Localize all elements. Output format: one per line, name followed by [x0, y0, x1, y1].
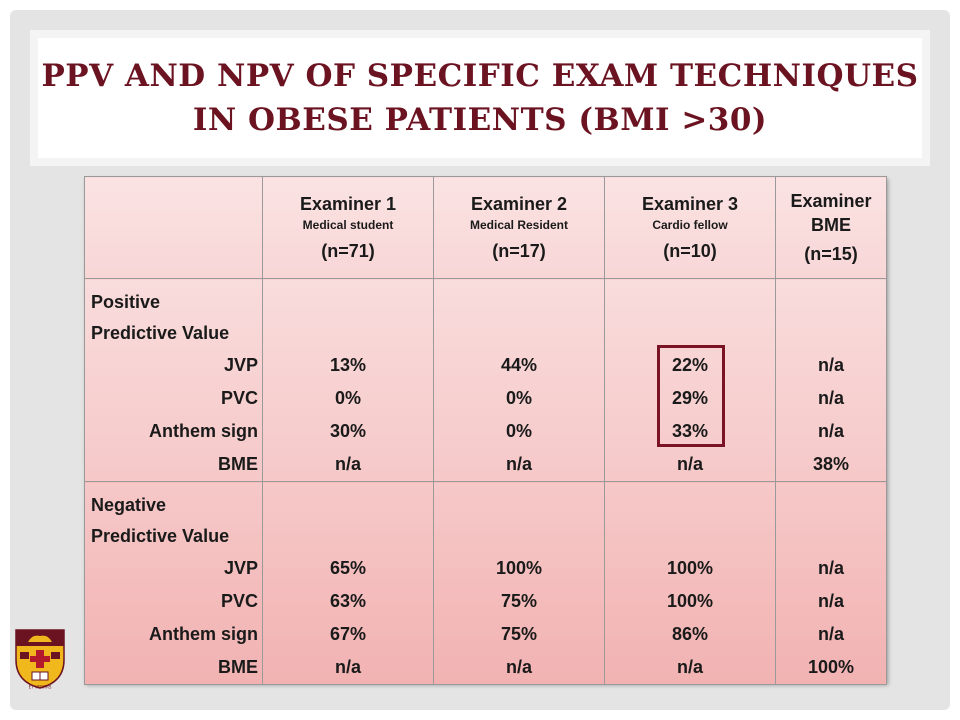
title-frame: PPV AND NPV OF SPECIFIC EXAM TECHNIQUES … [30, 30, 930, 166]
section-title: Predictive Value [91, 526, 230, 546]
examiner-sample-size: (n=10) [663, 240, 717, 261]
value-cell: n/a [505, 454, 532, 474]
npv-examiner-3-values: 100% 100% 86% n/a [604, 481, 776, 685]
examiner-name: Examiner BME [790, 190, 872, 235]
value-cell: 0% [505, 388, 532, 408]
examiner-sample-size: (n=71) [321, 240, 375, 261]
university-crest-icon: ET VERITAS [15, 629, 65, 690]
row-label-anthem-sign: Anthem sign [148, 421, 258, 441]
value-cell: n/a [676, 454, 703, 474]
npv-section-row: Negative Predictive Value JVP PVC Anthem… [84, 481, 887, 685]
value-cell: 100% [495, 558, 543, 578]
value-cell: n/a [505, 657, 532, 677]
row-label-jvp: JVP [223, 355, 258, 375]
value-cell: 13% [329, 355, 367, 375]
corner-cell [84, 176, 263, 279]
examiner-role: Medical Resident [469, 217, 569, 232]
ppv-examiner-bme-values: n/a n/a n/a 38% [775, 278, 887, 482]
examiner-sample-size: (n=15) [804, 243, 858, 264]
value-cell: n/a [334, 657, 361, 677]
section-title: Negative [91, 495, 167, 515]
ppv-examiner-3-values: 22% 29% 33% n/a [604, 278, 776, 482]
ppv-section-row: Positive Predictive Value JVP PVC Anthem… [84, 278, 887, 482]
value-cell: n/a [817, 355, 844, 375]
value-cell: 29% [671, 388, 709, 408]
value-cell: 0% [505, 421, 532, 441]
value-cell: 67% [329, 624, 367, 644]
value-cell: 100% [807, 657, 855, 677]
value-cell: n/a [817, 591, 844, 611]
value-cell: 22% [671, 355, 709, 375]
results-table: Examiner 1 Medical student (n=71) Examin… [84, 176, 887, 685]
highlight-box [657, 345, 725, 447]
header-row: Examiner 1 Medical student (n=71) Examin… [84, 176, 887, 279]
value-cell: 63% [329, 591, 367, 611]
value-cell: n/a [817, 388, 844, 408]
examiner-name: Examiner 1 [299, 193, 397, 214]
npv-examiner-2-values: 100% 75% 75% n/a [433, 481, 605, 685]
value-cell: 38% [812, 454, 850, 474]
value-cell: 75% [500, 624, 538, 644]
value-cell: 86% [671, 624, 709, 644]
ppv-examiner-2-values: 44% 0% 0% n/a [433, 278, 605, 482]
value-cell: 100% [666, 558, 714, 578]
value-cell: n/a [817, 624, 844, 644]
npv-examiner-1-values: 65% 63% 67% n/a [262, 481, 434, 685]
value-cell: n/a [334, 454, 361, 474]
section-title: Predictive Value [91, 323, 230, 343]
ppv-label-cell: Positive Predictive Value JVP PVC Anthem… [84, 278, 263, 482]
value-cell: 0% [334, 388, 361, 408]
examiner-role: Medical student [302, 217, 394, 232]
examiner-sample-size: (n=17) [492, 240, 546, 261]
value-cell: 75% [500, 591, 538, 611]
value-cell: 44% [500, 355, 538, 375]
column-header-examiner-2: Examiner 2 Medical Resident (n=17) [433, 176, 605, 279]
ppv-examiner-1-values: 13% 0% 30% n/a [262, 278, 434, 482]
row-label-pvc: PVC [220, 388, 258, 408]
value-cell: n/a [676, 657, 703, 677]
row-label-bme: BME [218, 454, 258, 474]
examiner-name: Examiner 3 [641, 193, 739, 214]
value-cell: 65% [329, 558, 367, 578]
title-panel: PPV AND NPV OF SPECIFIC EXAM TECHNIQUES … [38, 38, 922, 158]
value-cell: n/a [817, 558, 844, 578]
section-title: Positive [91, 292, 161, 312]
value-cell: 100% [666, 591, 714, 611]
column-header-examiner-1: Examiner 1 Medical student (n=71) [262, 176, 434, 279]
results-table-container: Examiner 1 Medical student (n=71) Examin… [84, 176, 887, 685]
examiner-name: Examiner 2 [470, 193, 568, 214]
npv-label-cell: Negative Predictive Value JVP PVC Anthem… [84, 481, 263, 685]
row-label-bme: BME [218, 657, 258, 677]
row-label-pvc: PVC [220, 591, 258, 611]
value-cell: n/a [817, 421, 844, 441]
row-label-jvp: JVP [223, 558, 258, 578]
npv-examiner-bme-values: n/a n/a n/a 100% [775, 481, 887, 685]
examiner-role: Cardio fellow [652, 217, 728, 232]
slide-title: PPV AND NPV OF SPECIFIC EXAM TECHNIQUES … [41, 58, 919, 138]
column-header-examiner-3: Examiner 3 Cardio fellow (n=10) [604, 176, 776, 279]
value-cell: 33% [671, 421, 709, 441]
row-label-anthem-sign: Anthem sign [148, 624, 258, 644]
column-header-examiner-bme: Examiner BME (n=15) [775, 176, 887, 279]
value-cell: 30% [329, 421, 367, 441]
svg-text:ET VERITAS: ET VERITAS [29, 685, 52, 690]
